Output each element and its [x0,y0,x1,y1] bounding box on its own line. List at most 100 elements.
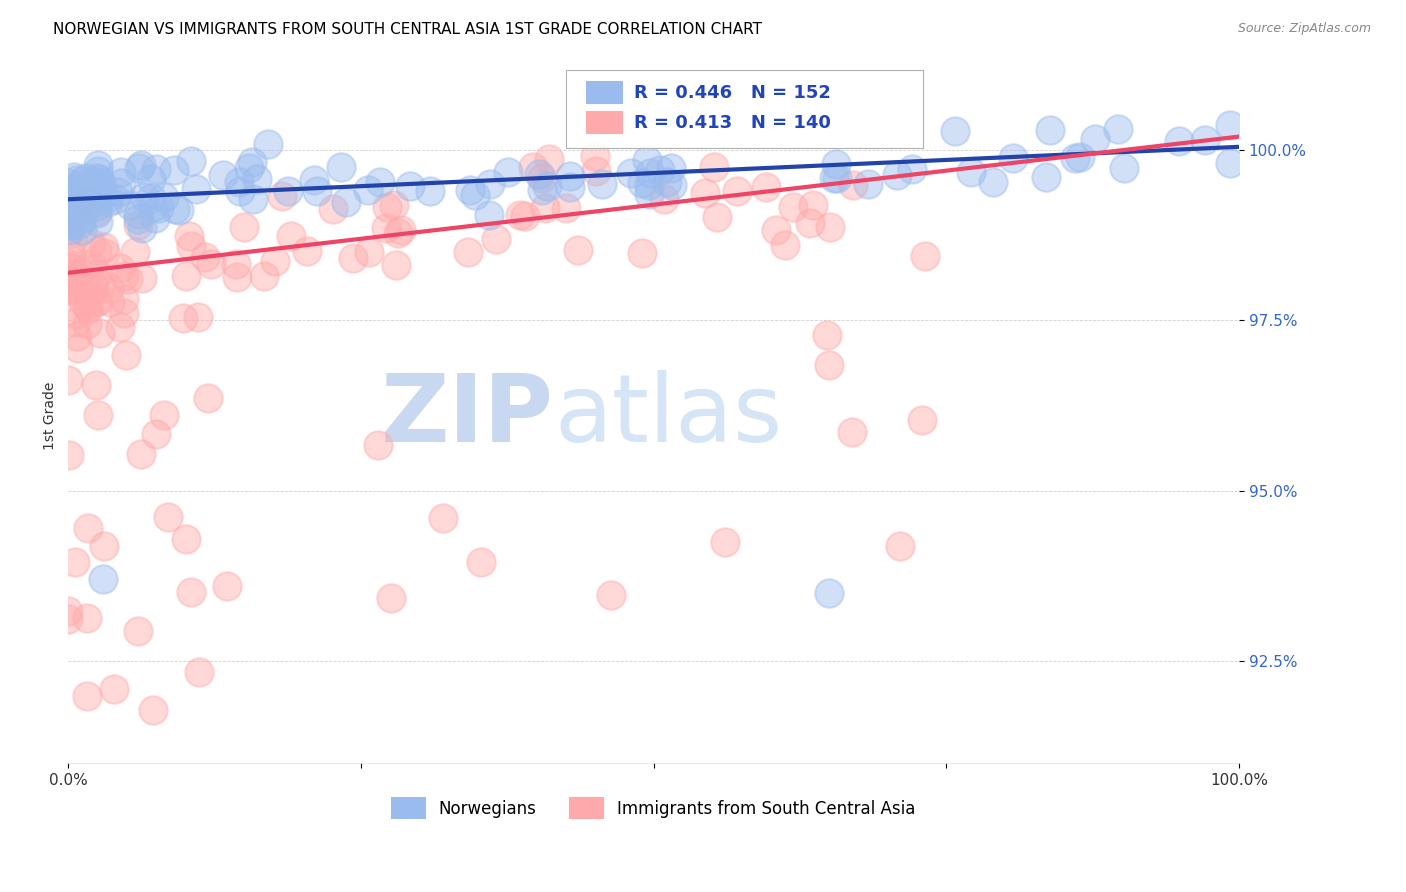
Norwegians [128,161,150,175]
Norwegians [943,124,966,138]
Legend: Norwegians, Immigrants from South Central Asia: Norwegians, Immigrants from South Centra… [385,792,922,824]
Immigrants from South Central Asia [374,220,396,235]
Immigrants from South Central Asia [583,149,606,163]
Immigrants from South Central Asia [93,240,115,254]
Immigrants from South Central Asia [233,219,256,234]
Norwegians [69,217,91,231]
Immigrants from South Central Asia [252,269,274,284]
Immigrants from South Central Asia [567,244,589,258]
Norwegians [60,181,83,195]
Text: R = 0.446   N = 152: R = 0.446 N = 152 [634,84,831,102]
Norwegians [58,199,80,213]
Norwegians [84,170,107,185]
Norwegians [825,157,848,171]
Norwegians [637,186,659,201]
Immigrants from South Central Asia [180,585,202,599]
Norwegians [58,223,80,237]
Immigrants from South Central Asia [76,194,98,208]
Norwegians [167,203,190,218]
Norwegians [58,190,80,204]
Norwegians [856,178,879,192]
Norwegians [152,190,174,204]
Norwegians [91,188,114,202]
Norwegians [638,178,661,192]
Norwegians [398,178,420,193]
Norwegians [63,193,86,207]
Norwegians [62,183,84,197]
Norwegians [636,153,658,168]
Norwegians [1219,118,1241,132]
Immigrants from South Central Asia [80,236,103,251]
Norwegians [620,166,643,180]
Norwegians [1219,155,1241,169]
Norwegians [59,203,82,218]
Immigrants from South Central Asia [58,274,80,288]
Immigrants from South Central Asia [531,170,554,185]
Immigrants from South Central Asia [217,579,239,593]
Immigrants from South Central Asia [86,244,108,258]
Norwegians [1069,150,1091,164]
Norwegians [59,200,82,214]
Norwegians [59,205,82,219]
Immigrants from South Central Asia [98,294,121,309]
Norwegians [464,188,486,202]
Norwegians [86,163,108,178]
Norwegians [110,176,132,190]
Norwegians [591,178,613,192]
Immigrants from South Central Asia [65,315,87,329]
Immigrants from South Central Asia [108,319,131,334]
Immigrants from South Central Asia [225,257,247,271]
Immigrants from South Central Asia [58,270,80,285]
Norwegians [659,161,682,176]
Norwegians [70,222,93,236]
Norwegians [1084,132,1107,146]
Immigrants from South Central Asia [188,665,211,680]
Immigrants from South Central Asia [89,277,111,291]
Norwegians [65,208,87,222]
Immigrants from South Central Asia [60,283,83,297]
Norwegians [307,185,329,199]
Norwegians [89,172,111,186]
Norwegians [1194,133,1216,147]
Norwegians [901,161,924,176]
Immigrants from South Central Asia [765,222,787,236]
Norwegians [58,211,80,226]
Norwegians [661,178,683,192]
Norwegians [58,191,80,205]
Immigrants from South Central Asia [755,180,778,194]
Immigrants from South Central Asia [84,295,107,310]
Norwegians [242,192,264,206]
Immigrants from South Central Asia [59,283,82,297]
Immigrants from South Central Asia [725,184,748,198]
Norwegians [419,184,441,198]
Immigrants from South Central Asia [695,186,717,201]
Norwegians [65,173,87,187]
Norwegians [67,181,90,195]
Immigrants from South Central Asia [58,604,80,618]
Immigrants from South Central Asia [93,539,115,553]
Norwegians [63,201,86,215]
Immigrants from South Central Asia [66,342,89,356]
Immigrants from South Central Asia [522,160,544,174]
Immigrants from South Central Asia [585,163,607,178]
Immigrants from South Central Asia [87,294,110,309]
Norwegians [86,199,108,213]
Immigrants from South Central Asia [108,260,131,275]
Immigrants from South Central Asia [103,682,125,697]
Norwegians [63,209,86,223]
Immigrants from South Central Asia [117,272,139,286]
Immigrants from South Central Asia [799,216,821,230]
Immigrants from South Central Asia [470,555,492,569]
Norwegians [73,202,96,217]
Immigrants from South Central Asia [200,256,222,270]
Immigrants from South Central Asia [58,206,80,220]
Immigrants from South Central Asia [75,277,97,292]
Immigrants from South Central Asia [187,310,209,325]
Immigrants from South Central Asia [380,591,402,606]
Norwegians [97,190,120,204]
Immigrants from South Central Asia [86,408,108,422]
Norwegians [823,170,845,185]
Immigrants from South Central Asia [127,218,149,232]
Norwegians [69,195,91,210]
Immigrants from South Central Asia [714,535,737,549]
